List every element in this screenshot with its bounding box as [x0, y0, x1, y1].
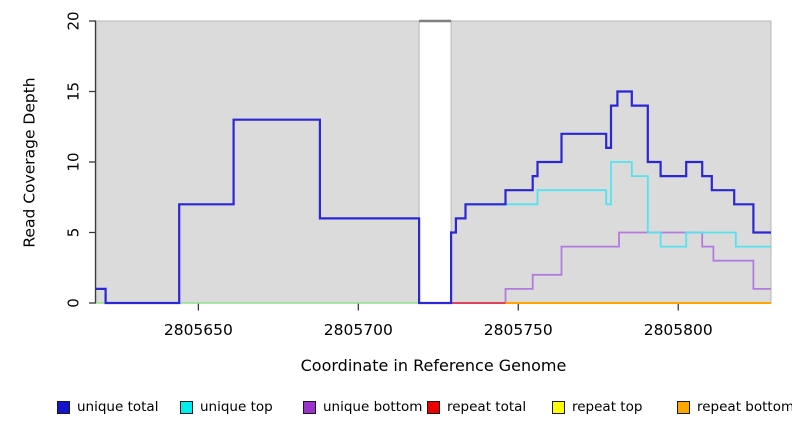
legend-item-repeat-total: repeat total [427, 399, 527, 415]
legend-label-repeat-top: repeat top [572, 399, 643, 415]
x-tick-label: 2805700 [324, 321, 393, 339]
series-unique-bottom [451, 231, 771, 304]
legend-swatch-unique-top [180, 401, 193, 414]
legend-swatch-repeat-total [427, 401, 440, 414]
legend-item-repeat-top: repeat top [552, 399, 643, 415]
legend-label-repeat-total: repeat total [447, 399, 527, 415]
y-tick-label: 20 [65, 11, 83, 30]
x-tick-label: 2805650 [164, 321, 233, 339]
x-tick-label: 2805800 [644, 321, 713, 339]
legend-label-unique-total: unique total [77, 399, 159, 415]
chart-canvas: 0 5 10 15 20 2805650 2805700 2805750 2805800 [65, 11, 772, 339]
y-axis-title: Read Coverage Depth [20, 77, 39, 248]
legend-swatch-repeat-top [552, 401, 565, 414]
y-tick-label: 10 [65, 152, 83, 171]
legend-swatch-unique-bottom [303, 401, 316, 414]
coverage-chart: 0 5 10 15 20 2805650 2805700 2805750 2805800 Rea… [20, 11, 772, 375]
legend-label-repeat-bottom: repeat bottom [697, 399, 792, 415]
series-unique-total [96, 90, 771, 305]
legend-item-repeat-bottom: repeat bottom [677, 399, 792, 415]
legend-item-unique-top: unique top [180, 399, 273, 415]
x-tick-label: 2805750 [484, 321, 553, 339]
y-tick-label: 5 [65, 228, 83, 238]
sequence-block-left [95, 20, 420, 304]
legend-label-unique-top: unique top [200, 399, 273, 415]
legend-item-unique-total: unique total [57, 399, 159, 415]
legend-item-unique-bottom: unique bottom [303, 399, 423, 415]
x-axis-title: Coordinate in Reference Genome [300, 356, 567, 375]
y-tick-label: 15 [65, 82, 83, 101]
y-tick-label: 0 [65, 298, 83, 308]
legend-swatch-repeat-bottom [677, 401, 690, 414]
legend-label-unique-bottom: unique bottom [323, 399, 423, 415]
legend-swatch-unique-total [57, 401, 70, 414]
